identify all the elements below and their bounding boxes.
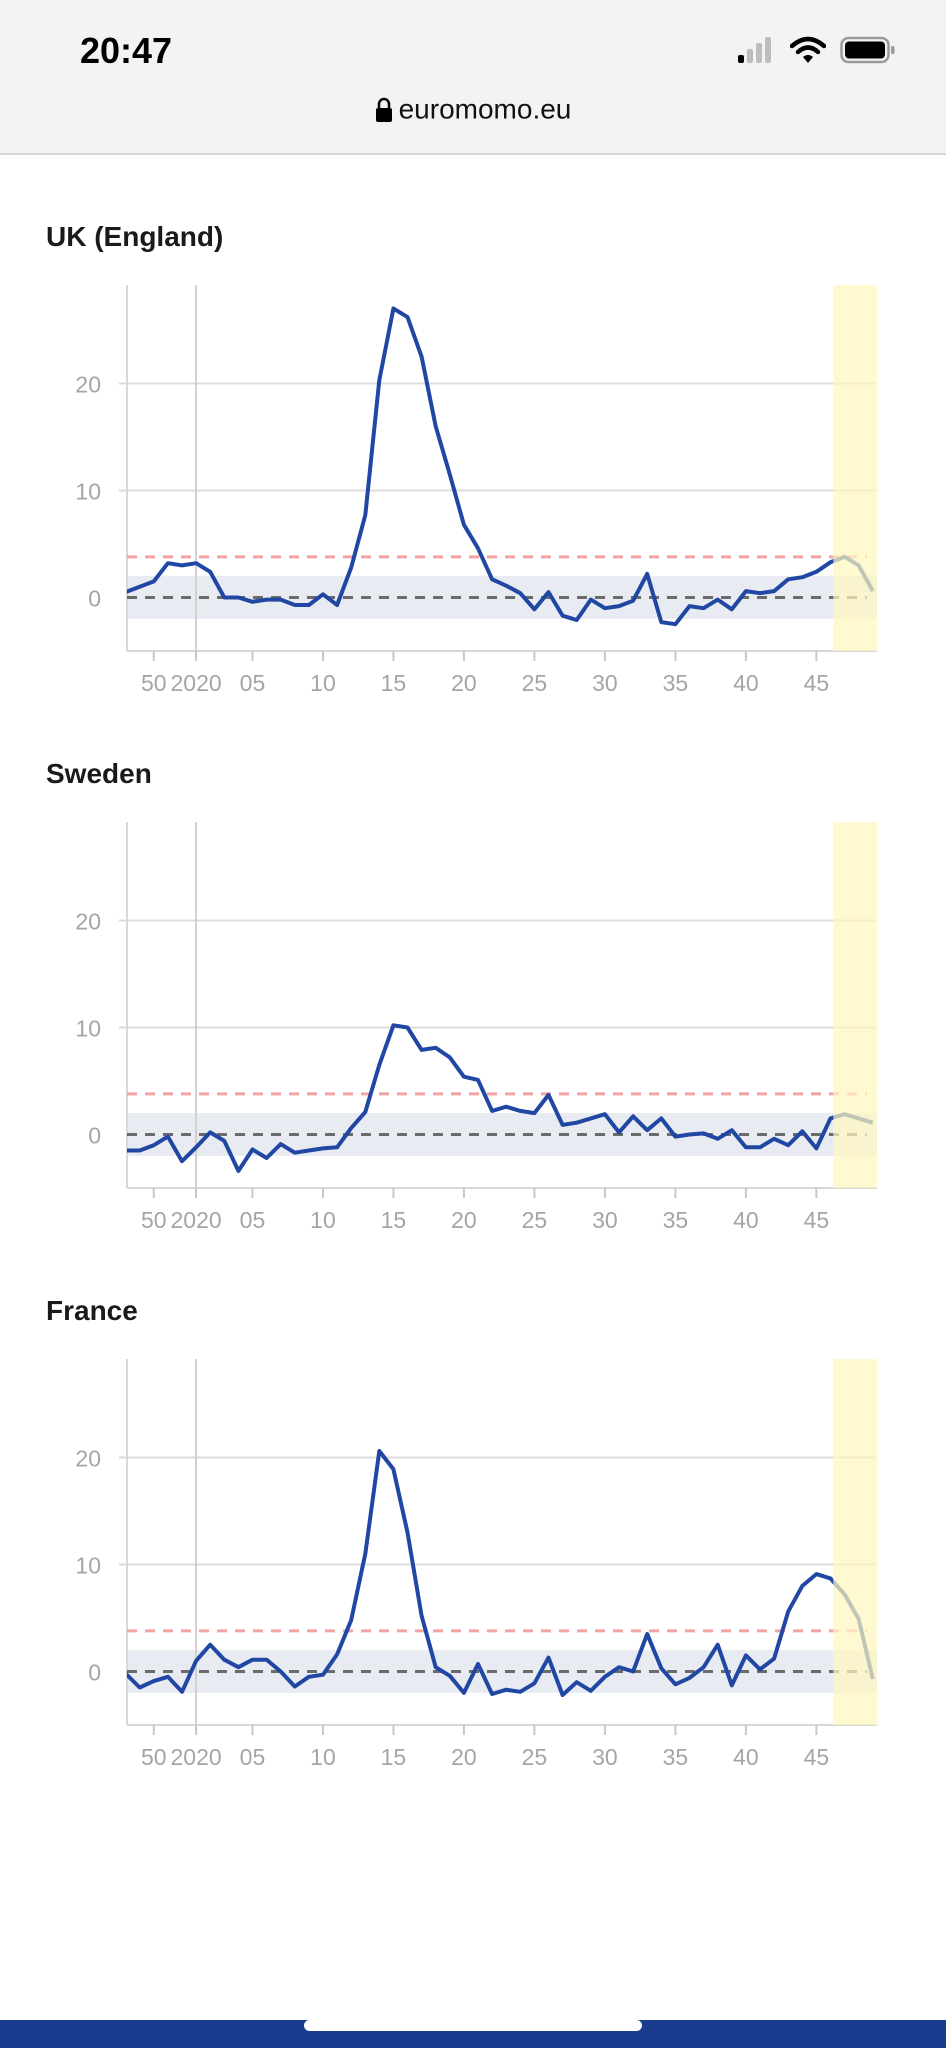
x-tick-label: 10	[310, 670, 336, 696]
x-tick-label: 05	[240, 1207, 266, 1233]
x-tick-label: 15	[381, 1744, 407, 1770]
chart-svg: UK (England) 0 10 20 50 2020 05 10 15 20 25 30 35 40 4…	[46, 221, 877, 696]
x-tick-label: 2020	[170, 670, 221, 696]
y-tick-label: 0	[88, 585, 101, 611]
y-tick-label: 20	[75, 371, 101, 397]
x-tick-label: 35	[663, 1207, 689, 1233]
address-bar[interactable]: euromomo.eu	[0, 92, 946, 126]
x-tick-label: 25	[522, 670, 548, 696]
x-tick-label: 35	[663, 1744, 689, 1770]
zscore-series-line	[127, 1449, 875, 1697]
x-tick-label: 20	[451, 1744, 477, 1770]
x-tick-label: 40	[733, 1207, 759, 1233]
battery-icon	[840, 36, 895, 64]
x-tick-label: 05	[240, 1744, 266, 1770]
x-tick-label: 30	[592, 1744, 618, 1770]
y-tick-label: 0	[88, 1659, 101, 1685]
x-tick-label: 50	[141, 1744, 167, 1770]
chart-title: Sweden	[46, 758, 152, 789]
x-tick-label: 45	[804, 1207, 830, 1233]
x-tick-label: 50	[141, 1207, 167, 1233]
signal-icon	[738, 37, 771, 63]
x-tick-label: 25	[522, 1207, 548, 1233]
y-tick-label: 0	[88, 1122, 101, 1148]
x-tick-label: 50	[141, 670, 167, 696]
y-tick-label: 20	[75, 1445, 101, 1471]
x-tick-label: 15	[381, 1207, 407, 1233]
x-tick-label: 20	[451, 1207, 477, 1233]
x-tick-label: 30	[592, 1207, 618, 1233]
chart-sweden: Sweden 0 10 20 50 2020 05 10 15 20 25 30 35 40 45	[0, 737, 946, 1274]
chart-title: France	[46, 1295, 138, 1326]
chart-svg: Sweden 0 10 20 50 2020 05 10 15 20 25 30 35 40 45	[46, 758, 877, 1233]
y-tick-label: 10	[75, 478, 101, 504]
x-tick-label: 05	[240, 670, 266, 696]
zscore-series-line	[127, 306, 875, 627]
normal-range-band	[127, 1650, 877, 1693]
y-tick-label: 10	[75, 1015, 101, 1041]
x-tick-label: 2020	[170, 1207, 221, 1233]
y-tick-label: 20	[75, 908, 101, 934]
x-tick-label: 10	[310, 1207, 336, 1233]
recent-weeks-highlight	[833, 822, 877, 1188]
x-tick-label: 35	[663, 670, 689, 696]
x-tick-label: 15	[381, 670, 407, 696]
recent-weeks-highlight	[833, 1359, 877, 1725]
x-tick-label: 40	[733, 670, 759, 696]
status-time: 20:47	[80, 30, 173, 71]
url-text: euromomo.eu	[398, 93, 572, 125]
x-tick-label: 45	[804, 670, 830, 696]
browser-header: 20:47 euromomo.eu	[0, 0, 946, 155]
x-tick-label: 25	[522, 1744, 548, 1770]
chart-france: France 0 10 20 50 2020 05 10 15 20 25 30 35 40 45	[0, 1274, 946, 1811]
x-tick-label: 2020	[170, 1744, 221, 1770]
recent-weeks-highlight	[833, 285, 877, 651]
chart-uk-england: UK (England) 0 10 20 50 2020 05 10 15 20 25 30 35 40 4…	[0, 200, 946, 737]
wifi-icon	[790, 36, 826, 63]
status-icons	[736, 36, 896, 64]
y-tick-label: 10	[75, 1552, 101, 1578]
chart-title: UK (England)	[46, 221, 223, 252]
x-tick-label: 40	[733, 1744, 759, 1770]
zscore-series-line	[127, 1023, 874, 1173]
x-tick-label: 45	[804, 1744, 830, 1770]
lock-icon	[375, 97, 392, 122]
x-tick-label: 10	[310, 1744, 336, 1770]
home-indicator[interactable]	[304, 2020, 642, 2031]
chart-svg: France 0 10 20 50 2020 05 10 15 20 25 30 35 40 45	[46, 1295, 877, 1770]
x-tick-label: 20	[451, 670, 477, 696]
x-tick-label: 30	[592, 670, 618, 696]
